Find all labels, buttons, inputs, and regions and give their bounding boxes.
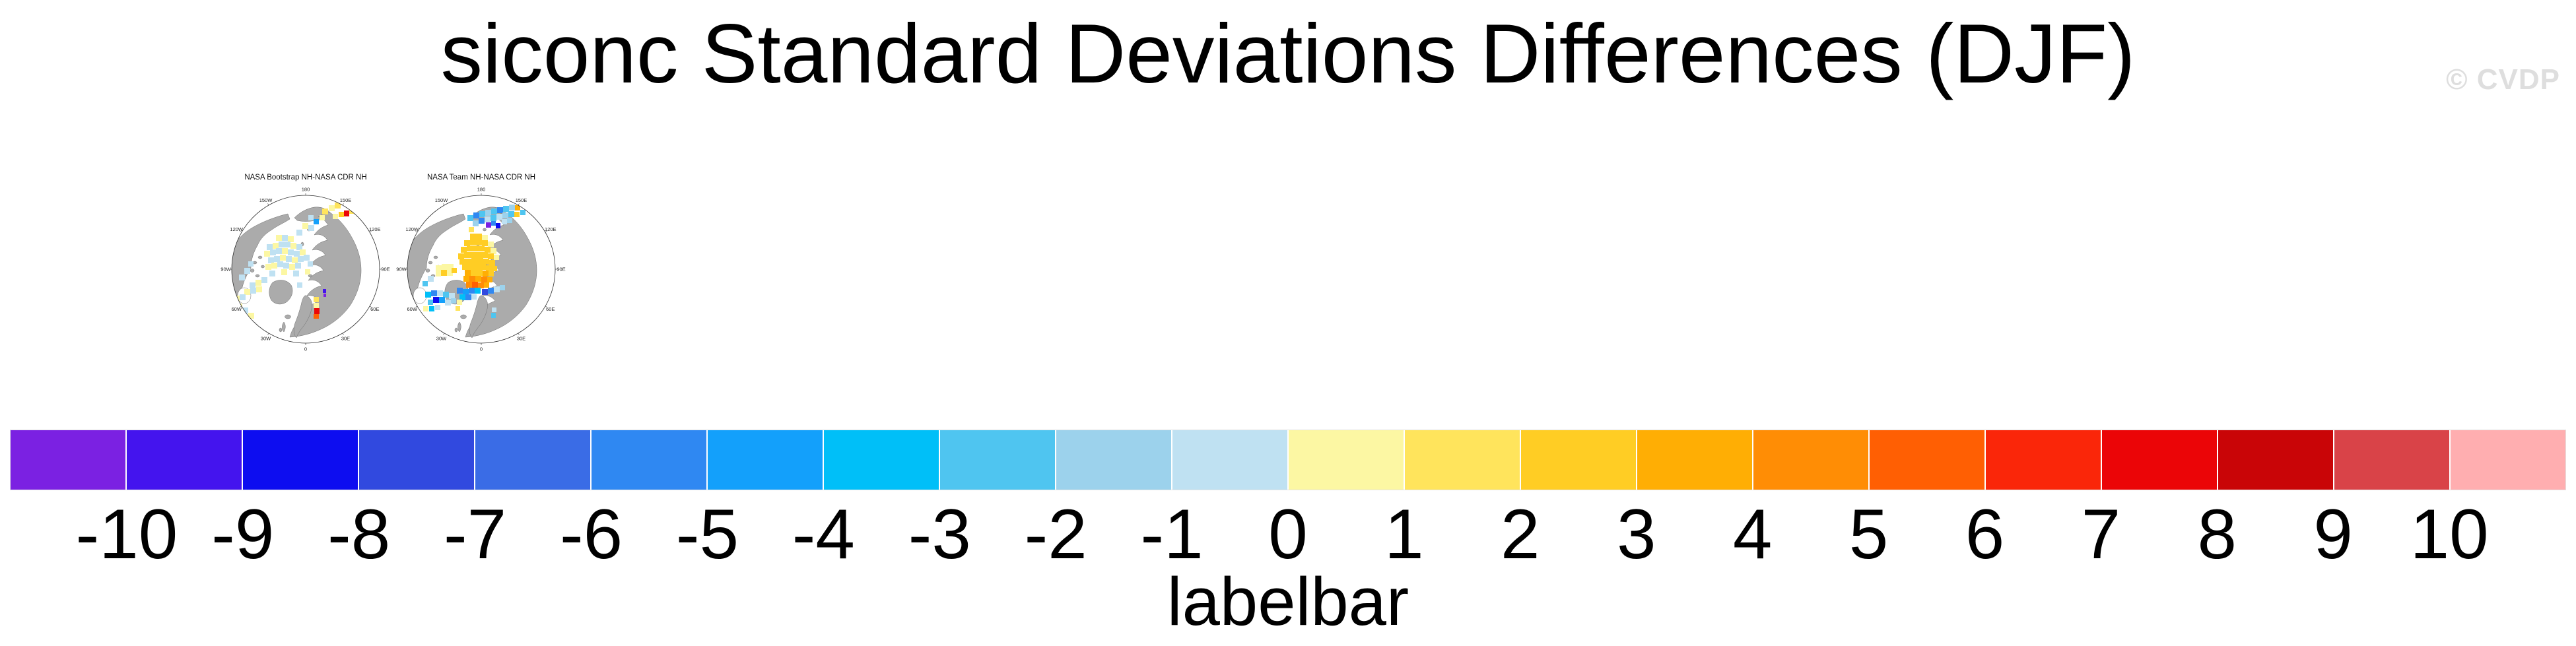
labelbar-cell (127, 430, 242, 490)
labelbar-cell (243, 430, 358, 490)
labelbar-caption: labelbar (1167, 564, 1409, 639)
labelbar-cell (1172, 430, 1287, 490)
svg-text:0: 0 (304, 346, 307, 352)
longitude-ticks (230, 193, 382, 345)
labelbar-tick: -4 (792, 494, 855, 573)
map-panel-nasa-bootstrap: NASA Bootstrap NH-NASA CDR NH 180 150E 120… (210, 173, 401, 356)
labelbar-cell (1405, 430, 1520, 490)
labelbar-cell (1986, 430, 2101, 490)
labelbar-cell (592, 430, 706, 490)
labelbar-tick: -8 (327, 494, 391, 573)
labelbar-tick: -5 (675, 494, 739, 573)
svg-text:60E: 60E (546, 306, 555, 312)
labelbar-tick: 1 (1384, 494, 1424, 573)
svg-text:30E: 30E (341, 335, 350, 341)
longitude-labels: 180 150E 120E 90E 60E 30E 0 30W 60W 90W 120W 150W (220, 187, 390, 352)
svg-text:120E: 120E (369, 226, 381, 232)
svg-text:180: 180 (302, 187, 310, 193)
labelbar-cell (1870, 430, 1984, 490)
labelbar-tick: 4 (1732, 494, 1773, 573)
svg-text:90W: 90W (396, 267, 407, 273)
cvdp-watermark: © CVDP (2446, 63, 2560, 96)
labelbar-cell (2102, 430, 2217, 490)
svg-text:30W: 30W (436, 335, 447, 341)
polar-map-nasa-bootstrap: 180 150E 120E 90E 60E 30E 0 30W 60W 90W 120W 150W (220, 187, 390, 352)
longitude-labels: 180 150E 120E 90E 60E 30E 0 30W 60W 90W 120W 150W (396, 187, 565, 352)
map-panel-nasa-team: NASA Team NH-NASA CDR NH 180 150E 120E 90E 6… (386, 173, 577, 356)
labelbar-cell (1637, 430, 1752, 490)
svg-text:30E: 30E (517, 335, 525, 341)
svg-text:150W: 150W (259, 197, 273, 203)
svg-text:120E: 120E (545, 226, 557, 232)
svg-text:90E: 90E (381, 267, 390, 273)
labelbar-tick: 9 (2313, 494, 2353, 573)
labelbar-tick: 8 (2197, 494, 2237, 573)
labelbar (10, 430, 2566, 490)
labelbar-tick: 10 (2410, 494, 2489, 573)
labelbar-cell (708, 430, 823, 490)
labelbar-cell (2218, 430, 2333, 490)
svg-text:60E: 60E (370, 306, 379, 312)
difference-cells (232, 200, 355, 319)
svg-text:60W: 60W (232, 306, 242, 312)
svg-text:120W: 120W (405, 226, 419, 232)
svg-text:90E: 90E (557, 267, 565, 273)
difference-cells (423, 205, 525, 318)
labelbar-tick: -7 (444, 494, 507, 573)
labelbar-cell (940, 430, 1055, 490)
polar-map-nasa-team: 180 150E 120E 90E 60E 30E 0 30W 60W 90W 120W 150W (396, 187, 565, 352)
svg-text:150E: 150E (340, 197, 352, 203)
labelbar-tick: 0 (1268, 494, 1308, 573)
map-title: NASA Team NH-NASA CDR NH (426, 174, 536, 181)
svg-text:180: 180 (477, 187, 486, 193)
labelbar-tick: -3 (908, 494, 971, 573)
labelbar-cell (2334, 430, 2449, 490)
labelbar-tick: 3 (1616, 494, 1656, 573)
labelbar-tick: 7 (2081, 494, 2121, 573)
labelbar-cell (1056, 430, 1171, 490)
svg-text:150E: 150E (516, 197, 527, 203)
labelbar-cell (11, 430, 125, 490)
labelbar-tick: 6 (1965, 494, 2005, 573)
labelbar-tick: -6 (559, 494, 623, 573)
longitude-ticks (405, 193, 557, 345)
labelbar-ticks: -10 -9 -8 -7 -6 -5 -4 -3 -2 -1 0 1 2 3 4 5 6 7 8 9 10 (11, 495, 2565, 569)
svg-text:120W: 120W (230, 226, 244, 232)
labelbar-cell (1753, 430, 1868, 490)
labelbar-cell (2451, 430, 2565, 490)
labelbar-tick: -10 (75, 494, 178, 573)
page-title: siconc Standard Deviations Differences (… (440, 7, 2136, 100)
labelbar-tick: -1 (1140, 494, 1203, 573)
labelbar-cell (359, 430, 474, 490)
labelbar-cell (1289, 430, 1404, 490)
svg-text:60W: 60W (407, 306, 418, 312)
labelbar-tick: 5 (1848, 494, 1889, 573)
svg-text:30W: 30W (261, 335, 271, 341)
labelbar-cell (475, 430, 590, 490)
svg-text:90W: 90W (220, 267, 231, 273)
labelbar-cell (1521, 430, 1636, 490)
labelbar-tick: 2 (1501, 494, 1540, 573)
map-title: NASA Bootstrap NH-NASA CDR NH (244, 174, 367, 181)
labelbar-tick: -9 (211, 494, 275, 573)
svg-text:0: 0 (480, 346, 483, 352)
labelbar-cell (824, 430, 939, 490)
labelbar-tick: -2 (1024, 494, 1087, 573)
svg-text:150W: 150W (435, 197, 449, 203)
